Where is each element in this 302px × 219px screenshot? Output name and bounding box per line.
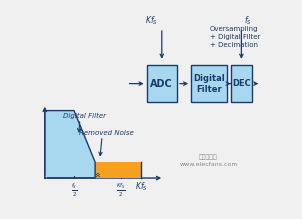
Polygon shape	[45, 111, 95, 162]
Text: 电子发烧友
www.elecfans.com: 电子发烧友 www.elecfans.com	[179, 155, 238, 168]
Text: ADC: ADC	[150, 79, 173, 89]
Text: »: »	[92, 171, 102, 177]
Bar	[146, 65, 177, 102]
Text: $\frac{f_S}{2}$: $\frac{f_S}{2}$	[71, 182, 77, 200]
Bar	[231, 65, 252, 102]
Text: Digital
Filter: Digital Filter	[193, 74, 225, 94]
Text: Oversampling
+ Digital Filter
+ Decimation: Oversampling + Digital Filter + Decimati…	[210, 26, 260, 48]
Text: Removed Noise: Removed Noise	[79, 129, 134, 136]
Text: $\frac{Kf_S}{2}$: $\frac{Kf_S}{2}$	[116, 182, 126, 200]
Text: $Kf_S$: $Kf_S$	[135, 181, 148, 193]
Bar	[95, 162, 141, 178]
Bar	[191, 65, 227, 102]
Text: Digital Filter: Digital Filter	[63, 113, 106, 119]
Text: DEC: DEC	[232, 79, 251, 88]
Text: $Kf_S$: $Kf_S$	[145, 15, 158, 27]
Text: $f_S$: $f_S$	[244, 15, 252, 27]
Bar	[45, 162, 141, 178]
